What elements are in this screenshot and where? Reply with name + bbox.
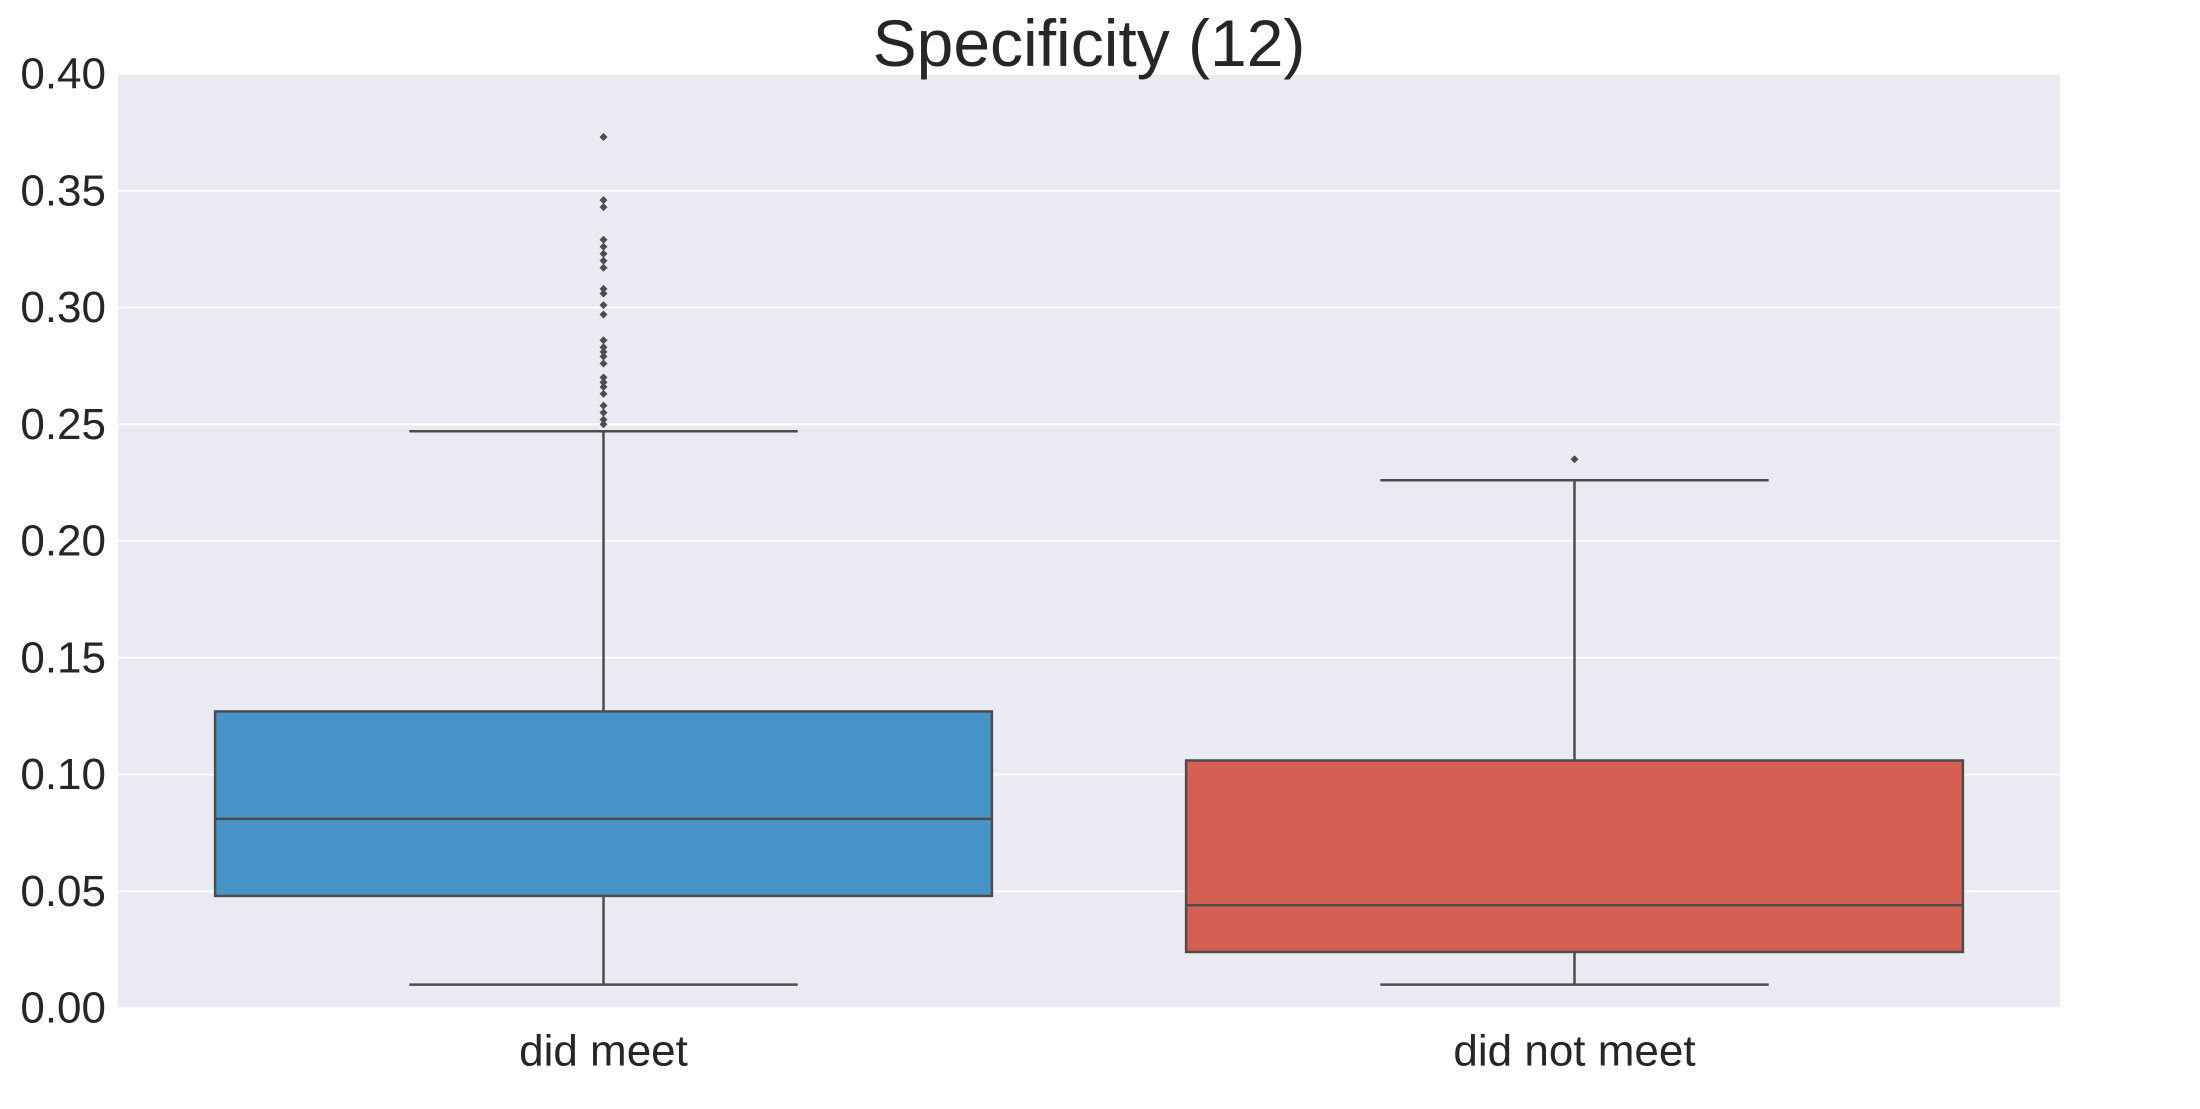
outlier-point [599,336,608,345]
outlier-point [599,133,608,142]
outlier-point [599,352,608,361]
outlier-point [599,289,608,298]
x-tick-label: did not meet [1453,1027,1695,1076]
outlier-point [599,343,608,352]
outlier-point [599,242,608,251]
y-tick-label: 0.05 [20,867,106,916]
outlier-point [599,310,608,319]
y-tick-label: 0.40 [20,50,106,99]
box-iqr [213,710,994,898]
outlier-point [599,408,608,417]
boxes-layer [213,133,1965,986]
y-tick-label: 0.20 [20,517,106,566]
chart-title: Specificity (12) [873,6,1306,80]
y-tick-labels: 0.00 0.05 0.10 0.15 0.20 0.25 0.30 0.35 0.40 [20,50,106,1033]
outlier-point [599,256,608,265]
outlier-point [599,301,608,310]
box-group [213,133,994,986]
y-tick-label: 0.35 [20,166,106,215]
outlier-point [599,420,608,429]
y-tick-label: 0.30 [20,283,106,332]
outlier-point [599,235,608,244]
box-iqr [1184,759,1965,954]
outlier-point [599,415,608,424]
outlier-point [599,389,608,398]
outlier-point [599,284,608,293]
y-tick-label: 0.10 [20,750,106,799]
x-tick-label: did meet [519,1027,688,1076]
outlier-point [599,378,608,387]
outlier-point [599,382,608,391]
outlier-point [599,347,608,356]
x-tick-labels: did meet did not meet [519,1027,1695,1076]
y-tick-label: 0.25 [20,400,106,449]
outlier-point [1570,455,1579,464]
outlier-point [599,401,608,410]
outlier-point [599,263,608,272]
outlier-point [599,196,608,205]
outlier-point [599,203,608,212]
outlier-point [599,359,608,368]
outlier-point [599,373,608,382]
y-tick-label: 0.15 [20,633,106,682]
box-group [1184,455,1965,986]
y-tick-label: 0.00 [20,984,106,1033]
outlier-point [599,249,608,258]
